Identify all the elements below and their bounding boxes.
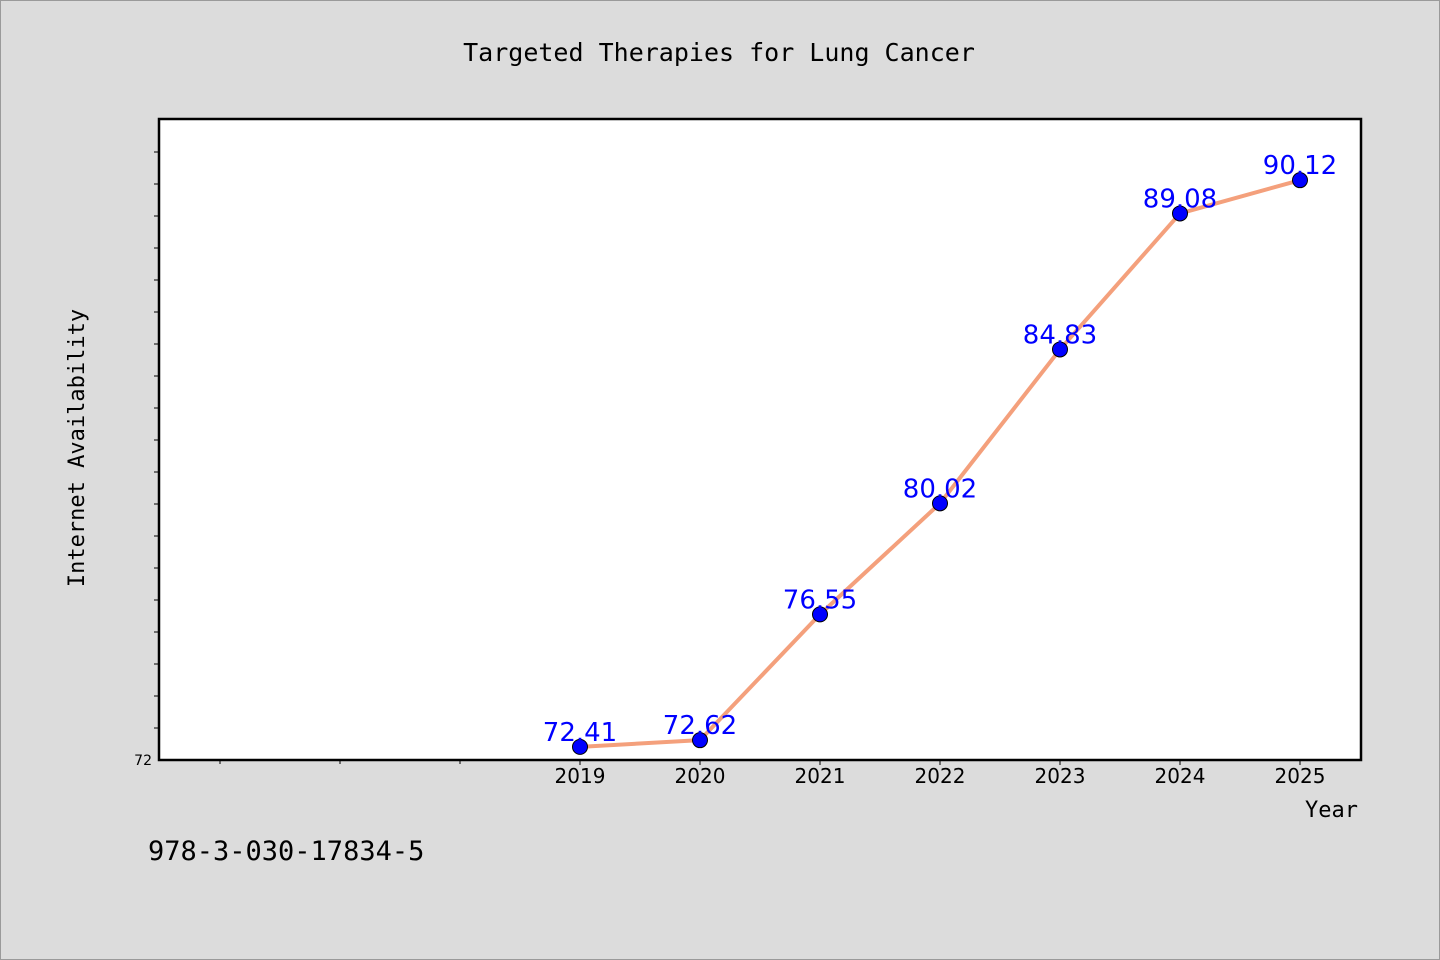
data-point xyxy=(572,738,588,755)
x-axis-title: Year xyxy=(1305,798,1358,823)
y-axis-title: Internet Availability xyxy=(65,309,90,587)
data-label: 89.08 xyxy=(1143,184,1217,214)
x-tick-label: 2020 xyxy=(675,764,726,788)
y-axis-ticks: 72 xyxy=(134,151,160,769)
isbn-code: 978-3-030-17834-5 xyxy=(148,836,425,867)
x-tick-label: 2023 xyxy=(1035,764,1086,788)
x-axis-ticks: 2019 2020 2021 2022 2023 2024 2025 xyxy=(555,760,1326,788)
data-label: 72.62 xyxy=(663,711,737,741)
x-axis-minor-ticks xyxy=(219,760,461,764)
data-point xyxy=(1052,341,1068,358)
data-point xyxy=(812,606,828,623)
data-point xyxy=(1172,205,1188,222)
x-tick-label: 2022 xyxy=(915,764,966,788)
data-series: 72.41 72.62 76.55 80.02 84.83 89.08 90.12 xyxy=(543,151,1337,755)
data-label: 72.41 xyxy=(543,718,617,748)
x-tick-label: 2021 xyxy=(795,764,846,788)
data-point xyxy=(692,732,708,749)
x-tick-label: 2025 xyxy=(1275,764,1326,788)
data-label: 84.83 xyxy=(1023,320,1097,350)
plot-area xyxy=(157,117,1363,762)
x-tick-label: 2024 xyxy=(1155,764,1206,788)
data-label: 76.55 xyxy=(783,585,857,615)
chart-title: Targeted Therapies for Lung Cancer xyxy=(463,38,975,67)
y-tick-label: 72 xyxy=(134,753,152,769)
x-tick-label: 2019 xyxy=(555,764,606,788)
data-point xyxy=(1292,172,1308,189)
data-point xyxy=(932,495,948,512)
data-label: 80.02 xyxy=(903,474,977,504)
data-label: 90.12 xyxy=(1263,151,1337,181)
